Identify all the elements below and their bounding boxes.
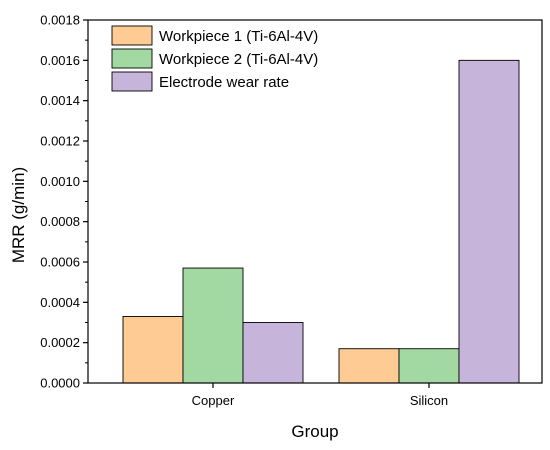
y-tick-label: 0.0006 [40, 255, 80, 270]
y-tick-label: 0.0010 [40, 174, 80, 189]
legend: Workpiece 1 (Ti-6Al-4V) Workpiece 2 (Ti-6… [111, 25, 318, 92]
bar-1-1 [398, 348, 460, 384]
y-tick-label: 0.0004 [40, 295, 80, 310]
x-tick-label-copper: Copper [192, 393, 235, 408]
legend-swatch-1 [111, 48, 153, 69]
bar-2-0 [242, 322, 304, 384]
y-tick-label: 0.0012 [40, 134, 80, 149]
legend-swatch-2 [111, 71, 153, 92]
bar-2-1 [458, 59, 520, 384]
bar-1-0 [182, 267, 244, 384]
y-tick-label: 0.0008 [40, 214, 80, 229]
bar-0-0 [122, 316, 184, 384]
legend-label-2: Electrode wear rate [159, 74, 289, 91]
y-tick-label: 0.0016 [40, 53, 80, 68]
y-tick-label: 0.0018 [40, 13, 80, 28]
axes-layer: 0.0000 0.0002 0.0004 0.0006 0.0008 0.0010 0.00… [40, 13, 543, 408]
bars-layer [122, 59, 520, 384]
legend-label-0: Workpiece 1 (Ti-6Al-4V) [159, 28, 318, 45]
y-tick-label: 0.0014 [40, 93, 80, 108]
y-tick-label: 0.0002 [40, 335, 80, 350]
y-tick-label: 0.0000 [40, 376, 80, 391]
y-axis-title: MRR (g/min) [9, 167, 28, 263]
x-axis-title: Group [291, 422, 338, 441]
legend-swatch-0 [111, 25, 153, 46]
x-tick-label-silicon: Silicon [410, 393, 448, 408]
bar-0-1 [338, 348, 400, 384]
legend-label-1: Workpiece 2 (Ti-6Al-4V) [159, 51, 318, 68]
